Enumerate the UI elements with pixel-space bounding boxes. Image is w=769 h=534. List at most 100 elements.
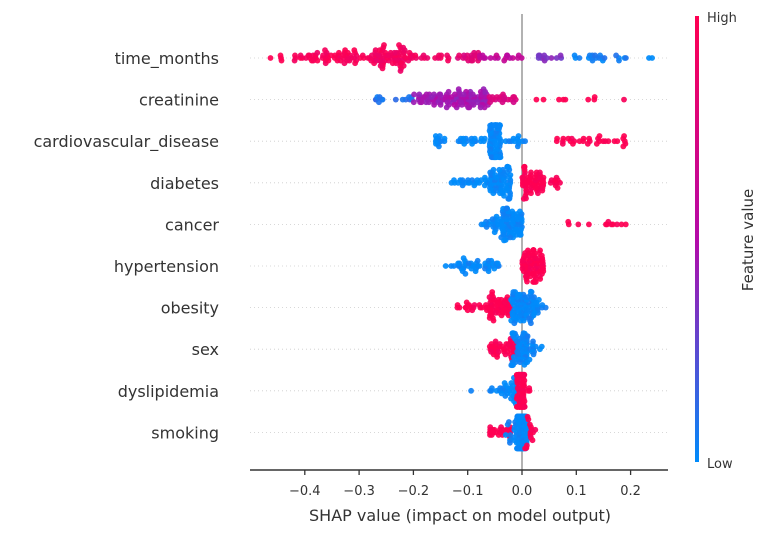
shap-point bbox=[416, 91, 423, 98]
shap-point bbox=[442, 263, 449, 269]
shap-point bbox=[506, 419, 512, 425]
shap-point bbox=[570, 140, 576, 147]
shap-point bbox=[487, 432, 493, 438]
shap-point bbox=[537, 169, 543, 176]
shap-point bbox=[472, 268, 479, 275]
shap-point bbox=[420, 52, 427, 59]
shap-point bbox=[488, 348, 494, 355]
shap-point bbox=[540, 96, 547, 103]
shap-point bbox=[537, 247, 543, 254]
shap-point bbox=[507, 432, 514, 438]
feature-label-hypertension: hypertension bbox=[114, 257, 219, 276]
shap-point bbox=[535, 52, 542, 59]
shap-point bbox=[554, 185, 561, 191]
shap-point bbox=[267, 55, 274, 61]
shap-point bbox=[497, 385, 503, 392]
shap-point bbox=[305, 52, 312, 59]
shap-point bbox=[498, 312, 505, 319]
shap-point bbox=[492, 338, 499, 345]
shap-point bbox=[517, 359, 523, 366]
shap-point bbox=[646, 55, 652, 61]
x-axis-title: SHAP value (impact on model output) bbox=[309, 506, 611, 525]
shap-point bbox=[509, 362, 516, 369]
shap-point bbox=[459, 177, 466, 184]
shap-point bbox=[507, 234, 514, 241]
x-axis: −0.4 −0.3 −0.2 −0.1 0.0 0.1 0.2 bbox=[250, 469, 668, 499]
shap-point bbox=[552, 177, 558, 184]
shap-point bbox=[610, 221, 616, 228]
shap-point bbox=[623, 55, 629, 61]
shap-point bbox=[456, 52, 462, 59]
shap-point bbox=[538, 343, 545, 350]
shap-point bbox=[514, 291, 521, 298]
shap-point bbox=[310, 57, 317, 64]
shap-point bbox=[368, 52, 375, 59]
feature-label-smoking: smoking bbox=[151, 423, 219, 442]
shap-point bbox=[351, 47, 358, 54]
shap-point bbox=[494, 122, 501, 129]
feature-label-cancer: cancer bbox=[165, 215, 219, 234]
shap-point bbox=[291, 57, 298, 64]
shap-point bbox=[501, 57, 508, 64]
shap-point bbox=[522, 250, 528, 256]
shap-point bbox=[591, 94, 598, 100]
shap-point bbox=[618, 221, 625, 228]
feature-label-sex: sex bbox=[192, 340, 219, 359]
shap-point bbox=[565, 135, 572, 142]
shap-point bbox=[559, 140, 566, 147]
shap-point bbox=[471, 49, 477, 56]
shap-point bbox=[487, 187, 494, 194]
shap-point bbox=[528, 320, 534, 327]
shap-point bbox=[486, 315, 493, 321]
shap-point bbox=[505, 341, 512, 347]
shap-point bbox=[511, 138, 518, 145]
shap-point bbox=[428, 94, 435, 100]
shap-point bbox=[503, 187, 510, 194]
shap-point bbox=[510, 289, 517, 295]
shap-point bbox=[493, 52, 500, 59]
shap-point bbox=[471, 263, 477, 269]
shap-point bbox=[504, 163, 511, 170]
shap-point bbox=[482, 88, 489, 95]
shap-point bbox=[493, 154, 500, 161]
colorbar: High Low Feature value bbox=[695, 11, 757, 472]
shap-point bbox=[520, 195, 527, 202]
shap-point bbox=[477, 88, 484, 95]
shap-point bbox=[487, 169, 494, 176]
shap-point bbox=[400, 62, 407, 69]
shap-point bbox=[532, 279, 539, 285]
shap-point bbox=[376, 99, 382, 106]
shap-point bbox=[501, 192, 507, 199]
shap-point bbox=[603, 221, 609, 228]
colorbar-low-label: Low bbox=[707, 457, 733, 472]
x-tick-label: 0.1 bbox=[566, 484, 587, 499]
shap-point bbox=[487, 424, 494, 431]
shap-point bbox=[485, 257, 492, 264]
shap-point bbox=[444, 52, 450, 59]
shap-point bbox=[373, 57, 380, 64]
shap-point bbox=[528, 190, 534, 197]
shap-point bbox=[400, 44, 407, 51]
shap-point bbox=[509, 208, 516, 215]
shap-point bbox=[460, 91, 467, 98]
shap-point bbox=[616, 57, 622, 64]
shap-point bbox=[543, 55, 550, 61]
shap-point bbox=[497, 154, 504, 161]
shap-point bbox=[516, 403, 523, 410]
shap-point bbox=[519, 257, 526, 264]
shap-point bbox=[530, 351, 537, 358]
shap-point bbox=[506, 195, 512, 202]
shap-point bbox=[614, 221, 620, 228]
shap-point bbox=[454, 302, 461, 308]
shap-point bbox=[501, 380, 508, 386]
shap-point bbox=[560, 135, 567, 142]
shap-point bbox=[340, 52, 346, 59]
shap-point bbox=[352, 60, 358, 67]
shap-point bbox=[412, 52, 419, 59]
shap-point bbox=[510, 330, 517, 337]
shap-point bbox=[532, 426, 539, 433]
shap-point bbox=[466, 302, 472, 308]
shap-point bbox=[495, 348, 502, 355]
shap-point bbox=[520, 330, 527, 337]
shap-point bbox=[459, 182, 466, 189]
